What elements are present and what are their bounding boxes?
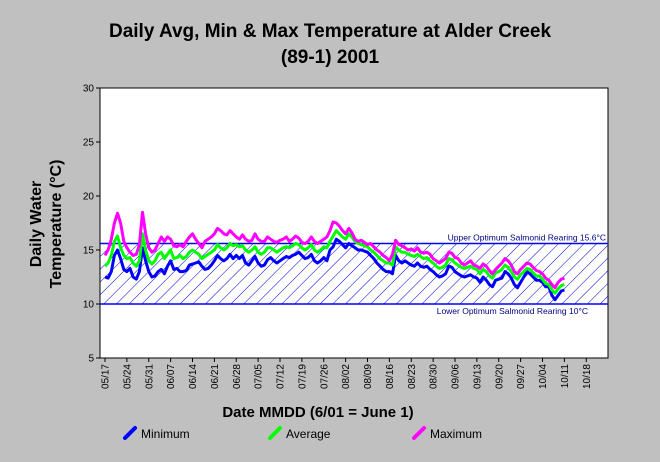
x-tick-label: 09/20 xyxy=(494,364,505,389)
x-tick-label: 10/04 xyxy=(538,364,549,389)
legend-swatch-average xyxy=(268,426,282,440)
x-tick-label: 08/16 xyxy=(385,364,396,389)
x-tick-label: 09/13 xyxy=(472,364,483,389)
x-tick-label: 07/26 xyxy=(319,364,330,389)
x-axis-label: Date MMDD (6/01 = June 1) xyxy=(222,404,413,421)
x-tick-label: 07/12 xyxy=(276,364,287,389)
legend-label-minimum: Minimum xyxy=(141,427,190,441)
y-tick-label: 5 xyxy=(88,354,94,365)
y-tick-label: 10 xyxy=(83,300,95,311)
series-line-minimum xyxy=(104,237,565,302)
y-tick-label: 25 xyxy=(83,138,95,149)
plot-area xyxy=(99,87,609,359)
x-tick-label: 09/27 xyxy=(516,364,527,389)
x-tick-label: 06/07 xyxy=(166,364,177,389)
series-line-maximum xyxy=(103,210,565,290)
x-tick-label: 10/11 xyxy=(560,364,571,389)
x-tick-label: 09/06 xyxy=(451,364,462,389)
x-tick-label: 05/17 xyxy=(101,364,112,389)
upper-threshold-label: Upper Optimum Salmonid Rearing 15.6°C xyxy=(448,233,606,243)
x-tick-label: 08/09 xyxy=(363,364,374,389)
chart-title-line1: Daily Avg, Min & Max Temperature at Alde… xyxy=(109,21,551,42)
y-tick-label: 30 xyxy=(83,84,95,95)
lower-threshold-label: Lower Optimum Salmonid Rearing 10°C xyxy=(437,306,588,316)
x-tick-label: 08/30 xyxy=(429,364,440,389)
legend-swatch-maximum xyxy=(412,426,426,440)
x-tick-label: 07/05 xyxy=(254,364,265,389)
x-tick-label: 07/19 xyxy=(297,364,308,389)
x-tick-label: 08/02 xyxy=(341,364,352,389)
x-tick-label: 10/18 xyxy=(582,364,593,389)
legend-label-average: Average xyxy=(286,427,331,441)
x-tick-label: 06/21 xyxy=(210,364,221,389)
y-tick-label: 15 xyxy=(83,246,95,257)
series-line-average xyxy=(103,229,565,295)
legend: Minimum Average Maximum xyxy=(123,426,482,441)
x-tick-label: 08/23 xyxy=(407,364,418,389)
y-axis-label-line1: Daily Water xyxy=(28,181,45,268)
x-tick-label: 06/14 xyxy=(188,364,199,389)
y-axis-label-line2: Temperature (°C) xyxy=(48,160,65,289)
legend-label-maximum: Maximum xyxy=(430,427,482,441)
y-tick-label: 20 xyxy=(83,192,95,203)
x-tick-label: 05/31 xyxy=(144,364,155,389)
x-tick-label: 05/24 xyxy=(122,364,133,389)
legend-swatch-minimum xyxy=(123,426,137,440)
x-tick-label: 06/28 xyxy=(232,364,243,389)
chart-title-line2: (89-1) 2001 xyxy=(281,47,380,68)
